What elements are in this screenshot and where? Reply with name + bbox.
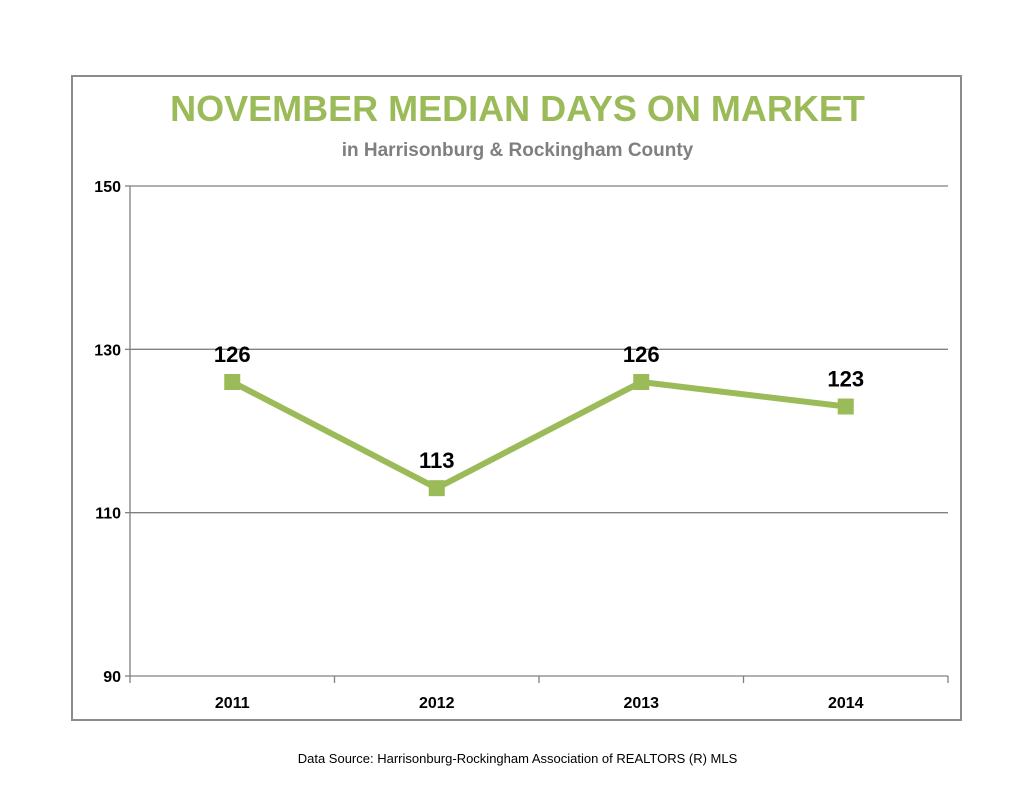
x-tick-label: 2014	[828, 695, 864, 712]
data-point-marker	[428, 480, 445, 497]
chart-title: NOVEMBER MEDIAN DAYS ON MARKET	[170, 88, 865, 129]
data-label: 126	[623, 342, 660, 367]
x-tick-label: 2011	[215, 695, 250, 712]
chart-frame	[71, 75, 962, 721]
data-point-marker	[633, 374, 650, 390]
data-point-marker	[837, 398, 854, 415]
data-label: 123	[827, 367, 864, 392]
data-point-marker	[224, 374, 241, 390]
series-line	[230, 379, 847, 492]
x-tick-label: 2013	[623, 695, 659, 712]
data-label: 113	[419, 448, 455, 473]
data-source-note: Data Source: Harrisonburg-Rockingham Ass…	[297, 751, 738, 766]
y-tick-label: 150	[94, 179, 121, 196]
data-label: 126	[214, 342, 251, 367]
y-tick-label: 130	[94, 342, 121, 359]
chart-subtitle: in Harrisonburg & Rockingham County	[341, 140, 694, 161]
x-tick-label: 2012	[419, 695, 455, 712]
y-tick-label: 90	[103, 669, 121, 686]
y-tick-label: 110	[95, 506, 121, 523]
